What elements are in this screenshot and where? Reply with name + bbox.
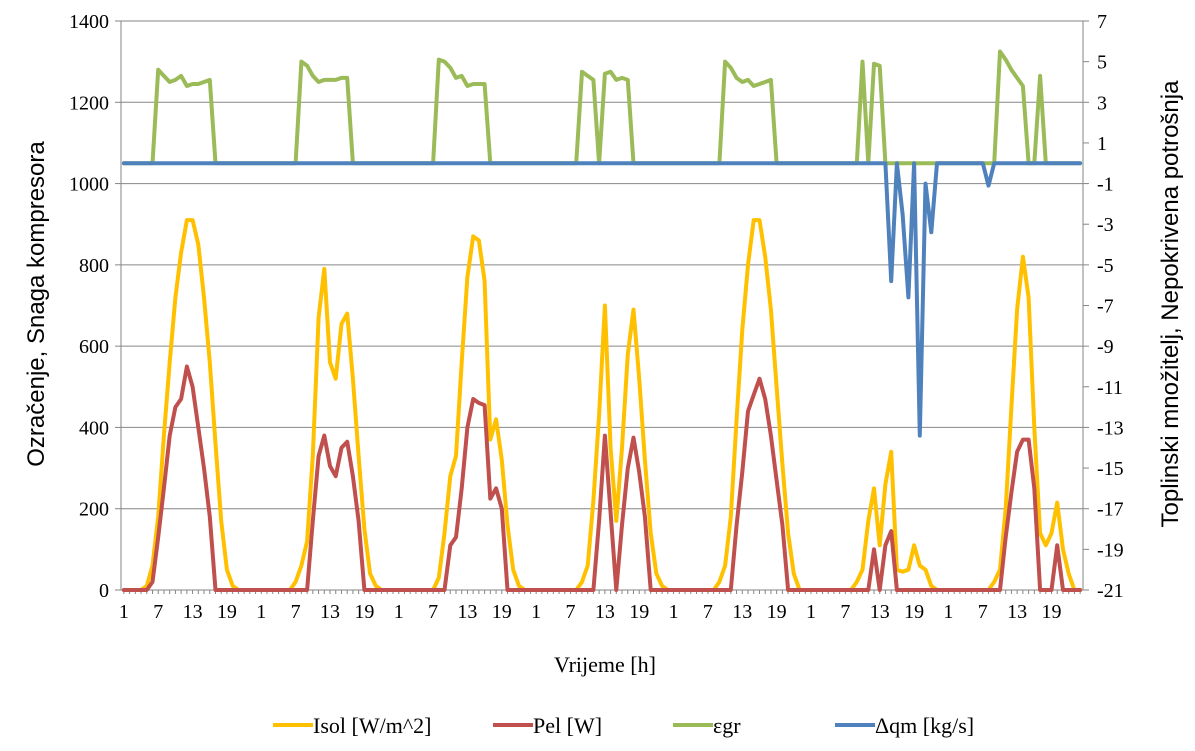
left-y-axis-title: Ozračenje, Snaga kompresora <box>23 141 50 467</box>
series-line-0 <box>121 218 1083 592</box>
x-tick-label: 7 <box>428 601 438 623</box>
x-tick-label: 13 <box>183 601 203 623</box>
series-line-1 <box>121 364 1083 592</box>
x-tick-label: 1 <box>669 601 679 623</box>
x-tick-label: 7 <box>566 601 576 623</box>
right-tick-label: -17 <box>1097 499 1124 521</box>
x-tick-label: 7 <box>978 601 988 623</box>
x-tick-label: 19 <box>354 601 374 623</box>
right-tick-label: 5 <box>1097 52 1107 74</box>
right-tick-label: -5 <box>1097 255 1114 277</box>
x-tick-label: 1 <box>806 601 816 623</box>
x-tick-label: 19 <box>629 601 649 623</box>
legend: Isol [W/m^2] Pel [W] εgr Δqm [kg/s] <box>273 713 974 738</box>
x-tick-label: 1 <box>943 601 953 623</box>
legend-label-2: εgr <box>713 713 741 738</box>
x-tick-label: 7 <box>153 601 163 623</box>
x-tick-labels: 1 7 13 19 1 7 13 19 1 7 13 19 1 7 13 19 1 7 13 19 1 7 13 19 1 7 13… <box>119 590 1081 623</box>
right-tick-label: 7 <box>1097 11 1107 33</box>
x-tick-label: 13 <box>732 601 752 623</box>
right-tick-label: -13 <box>1097 417 1124 439</box>
right-tick-label: 3 <box>1097 92 1107 114</box>
left-tick-label: 200 <box>79 499 109 521</box>
left-tick-label: 0 <box>99 580 109 602</box>
left-tick-label: 1400 <box>69 11 109 33</box>
legend-label-3: Δqm [kg/s] <box>875 713 974 738</box>
x-tick-label: 7 <box>840 601 850 623</box>
series-lines <box>121 49 1083 592</box>
legend-label-1: Pel [W] <box>533 713 602 738</box>
x-tick-label: 1 <box>256 601 266 623</box>
left-tick-label: 600 <box>79 336 109 358</box>
right-tick-label: 1 <box>1097 133 1107 155</box>
x-tick-label: 13 <box>457 601 477 623</box>
x-tick-label: 19 <box>1042 601 1062 623</box>
series-line-2 <box>121 49 1083 166</box>
x-tick-label: 13 <box>870 601 890 623</box>
x-tick-label: 19 <box>904 601 924 623</box>
right-tick-label: -19 <box>1097 539 1124 561</box>
right-tick-label: -11 <box>1097 377 1123 399</box>
x-tick-label: 19 <box>217 601 237 623</box>
right-y-axis-title: Toplinski množitelj, Nepokrivena potrošn… <box>1157 80 1184 528</box>
x-axis-title: Vrijeme [h] <box>554 652 656 677</box>
x-tick-label: 19 <box>767 601 787 623</box>
x-tick-label: 13 <box>1007 601 1027 623</box>
right-tick-label: -7 <box>1097 296 1114 318</box>
left-tick-label: 400 <box>79 417 109 439</box>
series-line-3 <box>121 161 1083 438</box>
x-tick-label: 7 <box>703 601 713 623</box>
x-tick-label: 1 <box>531 601 541 623</box>
right-tick-label: -9 <box>1097 336 1114 358</box>
right-tick-label: -1 <box>1097 174 1114 196</box>
right-tick-label: -21 <box>1097 580 1124 602</box>
left-tick-label: 800 <box>79 255 109 277</box>
gridlines <box>121 20 1083 591</box>
left-y-tick-labels: 0 200 400 600 800 1000 1200 1400 <box>69 11 121 602</box>
x-tick-label: 7 <box>291 601 301 623</box>
left-tick-label: 1200 <box>69 92 109 114</box>
right-tick-label: -3 <box>1097 214 1114 236</box>
x-tick-label: 19 <box>492 601 512 623</box>
x-tick-label: 13 <box>320 601 340 623</box>
x-tick-label: 1 <box>394 601 404 623</box>
x-tick-label: 13 <box>595 601 615 623</box>
left-tick-label: 1000 <box>69 174 109 196</box>
right-tick-label: -15 <box>1097 458 1124 480</box>
x-tick-label: 1 <box>119 601 129 623</box>
legend-label-0: Isol [W/m^2] <box>313 713 431 738</box>
